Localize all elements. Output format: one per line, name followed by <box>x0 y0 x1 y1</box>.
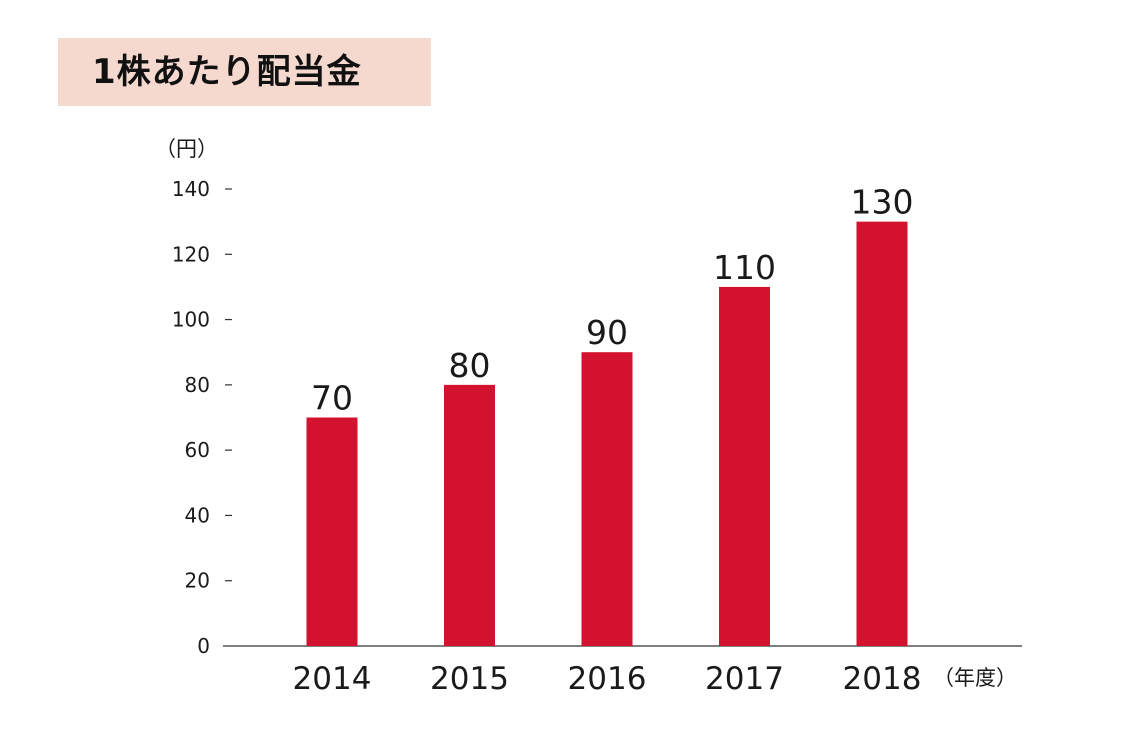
x-tick-label: 2018 <box>843 661 922 697</box>
y-tick-label: 100 <box>172 308 210 332</box>
y-tick-label: 60 <box>185 438 210 462</box>
x-tick-label: 2015 <box>430 661 509 697</box>
y-tick-label: 20 <box>185 569 210 593</box>
x-tick-label: 2016 <box>568 661 647 697</box>
y-tick-label: 120 <box>172 242 210 266</box>
y-axis-unit-label: （円） <box>155 137 218 161</box>
bar <box>581 352 633 646</box>
chart-title: 1株あたり配当金 <box>92 52 362 92</box>
y-tick-label: 40 <box>185 503 210 527</box>
x-tick-label: 2017 <box>705 661 784 697</box>
y-tick-label: 140 <box>172 177 210 201</box>
bar-value-label: 70 <box>311 379 353 418</box>
bar <box>444 384 495 646</box>
x-axis-unit-label: （年度） <box>933 666 1017 690</box>
bar-value-label: 110 <box>713 248 776 287</box>
bar-value-label: 90 <box>586 313 628 352</box>
title-background <box>58 38 431 106</box>
bar <box>856 221 908 646</box>
bar-value-label: 80 <box>449 346 491 385</box>
y-tick-label: 0 <box>197 634 210 658</box>
bar <box>719 286 770 646</box>
bar <box>306 417 358 646</box>
bar-value-label: 130 <box>851 183 914 222</box>
x-tick-label: 2014 <box>293 661 372 697</box>
y-tick-label: 80 <box>185 373 210 397</box>
